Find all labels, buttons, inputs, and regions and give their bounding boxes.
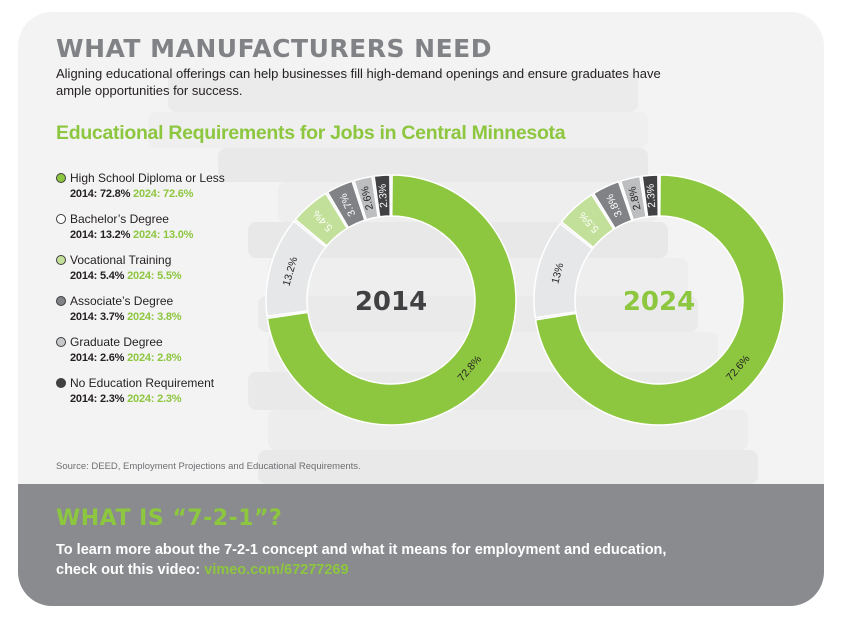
slice-label-2024-4: 2.8% — [626, 185, 643, 211]
legend-label: No Education Requirement — [70, 376, 215, 390]
donut-slice-2024-2 — [560, 193, 615, 249]
legend-value-2014: 2014: 13.2% — [70, 229, 131, 241]
legend-label: Associate’s Degree — [70, 294, 174, 308]
legend-value-2014: 2014: 2.6% — [70, 352, 125, 364]
legend-value-2014: 2014: 72.8% — [70, 188, 131, 200]
footer-body: To learn more about the 7-2-1 concept an… — [56, 542, 667, 578]
legend-item-no-education: No Education Requirement 2014: 2.3% 2024… — [56, 375, 276, 416]
video-link[interactable]: vimeo.com/67277269 — [204, 562, 349, 578]
legend-value-2014: 2014: 3.7% — [70, 311, 125, 323]
legend-item-graduate: Graduate Degree 2014: 2.6% 2024: 2.8% — [56, 334, 276, 375]
slice-label-2014-4: 2.6% — [359, 185, 376, 211]
donut-slice-2024-1 — [533, 222, 594, 319]
chart-title: Educational Requirements for Jobs in Cen… — [56, 122, 566, 144]
donut-slice-2014-1 — [265, 220, 327, 317]
page-title: WHAT MANUFACTURERS NEED — [56, 34, 492, 63]
legend: High School Diploma or Less 2014: 72.8% … — [56, 170, 276, 416]
legend-swatch — [56, 173, 66, 183]
legend-value-2024: 2024: 72.6% — [133, 188, 194, 200]
donut-slice-2014-5 — [373, 174, 392, 218]
legend-value-2024: 2024: 3.8% — [127, 311, 182, 323]
legend-swatch — [56, 214, 66, 224]
source-note: Source: DEED, Employment Projections and… — [56, 461, 361, 472]
legend-item-vocational: Vocational Training 2014: 5.4% 2024: 5.5… — [56, 252, 276, 293]
footer-title: WHAT IS “7-2-1”? — [56, 506, 283, 531]
legend-swatch — [56, 296, 66, 306]
donut-charts: 72.8%13.2%5.4%3.7% 2.6% 2.3%201472.6%13%5.… — [265, 174, 785, 426]
legend-swatch — [56, 255, 66, 265]
page-subtitle: Aligning educational offerings can help … — [56, 66, 661, 98]
legend-swatch — [56, 337, 66, 347]
slice-label-2024-1: 13% — [549, 262, 566, 285]
legend-item-high-school: High School Diploma or Less 2014: 72.8% … — [56, 170, 276, 211]
donut-slice-2014-0 — [266, 174, 517, 426]
donut-slice-2024-4 — [619, 175, 648, 221]
donut-slice-2024-5 — [641, 174, 660, 218]
legend-value-2014: 2014: 5.4% — [70, 270, 125, 282]
slice-label-2014-5: 2.3% — [377, 183, 391, 208]
footer-text: To learn more about the 7-2-1 concept an… — [56, 540, 696, 580]
footer-panel: WHAT IS “7-2-1”? To learn more about the… — [18, 484, 824, 606]
legend-label: Bachelor’s Degree — [70, 212, 169, 226]
legend-value-2024: 2024: 2.3% — [127, 393, 182, 405]
donut-slice-2024-0 — [534, 174, 785, 426]
slice-label-2024-5: 2.3% — [645, 183, 659, 208]
donut-slice-2014-4 — [353, 175, 380, 221]
legend-swatch — [56, 378, 66, 388]
legend-value-2024: 2024: 5.5% — [127, 270, 182, 282]
donut-slice-2024-3 — [592, 180, 633, 230]
legend-value-2024: 2024: 13.0% — [133, 229, 194, 241]
legend-label: High School Diploma or Less — [70, 171, 225, 185]
donut-center-year-2024: 2024 — [623, 287, 695, 317]
donut-slice-2014-3 — [326, 180, 366, 229]
legend-label: Graduate Degree — [70, 335, 163, 349]
donut-center-year-2014: 2014 — [355, 287, 427, 317]
legend-item-associates: Associate’s Degree 2014: 3.7% 2024: 3.8% — [56, 293, 276, 334]
legend-value-2024: 2024: 2.8% — [127, 352, 182, 364]
infographic-card: WHAT MANUFACTURERS NEED Aligning educati… — [18, 12, 824, 606]
legend-item-bachelors: Bachelor’s Degree 2014: 13.2% 2024: 13.0… — [56, 211, 276, 252]
legend-label: Vocational Training — [70, 253, 172, 267]
donut-slice-2014-2 — [294, 192, 349, 247]
legend-value-2014: 2014: 2.3% — [70, 393, 125, 405]
